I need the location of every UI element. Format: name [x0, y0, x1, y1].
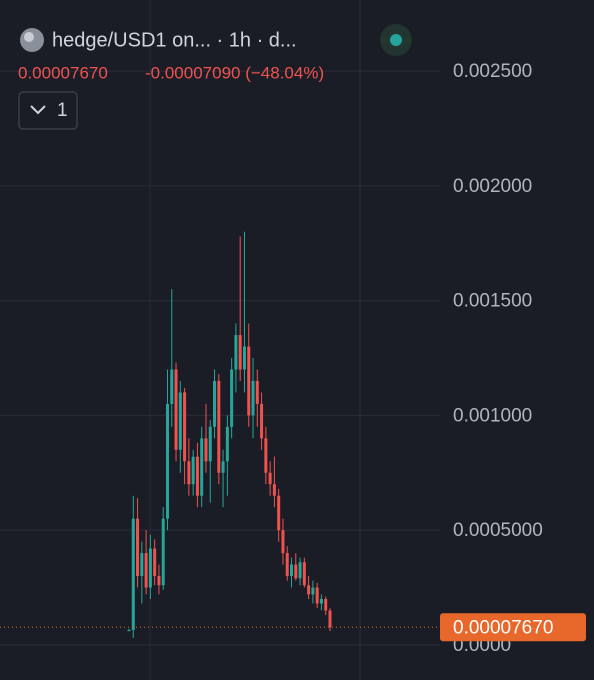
candle-body: [294, 564, 298, 579]
candle-body: [153, 548, 157, 577]
candle-body: [208, 426, 212, 462]
candle-body: [238, 335, 242, 370]
header: hedge/USD1 on... · 1h · d... 0.00007670 …: [18, 24, 412, 130]
candle-body: [319, 598, 323, 604]
last-price: 0.00007670: [18, 63, 108, 82]
candle-body: [178, 392, 182, 450]
chart-title: hedge/USD1 on... · 1h · d...: [52, 29, 297, 51]
y-tick-label: 0.002000: [453, 176, 532, 197]
indicator-count: 1: [57, 100, 68, 121]
candle-body: [307, 585, 311, 595]
candle-body: [285, 553, 289, 577]
candle-body: [183, 392, 187, 462]
candle-body: [302, 562, 306, 586]
candle-body: [230, 369, 234, 427]
status-dot: [390, 34, 402, 46]
candle-body: [213, 380, 217, 427]
last-price-tag: [440, 613, 586, 642]
candle-body: [127, 629, 131, 632]
candle-body: [290, 564, 294, 577]
candle-body: [195, 456, 199, 496]
grid: [0, 70, 440, 646]
candle-body: [247, 346, 251, 416]
candle-body: [187, 461, 191, 485]
candle-body: [260, 403, 264, 439]
candle-body: [131, 518, 135, 630]
price-axis: 0.00000.00050000.0010000.0015000.0020000…: [440, 61, 586, 656]
candle-body: [268, 472, 272, 485]
candle-body: [272, 484, 276, 496]
price-change: -0.00007090 (−48.04%): [145, 63, 324, 82]
token-avatar-detail: [24, 32, 34, 42]
candle-body: [315, 587, 319, 604]
candle-body: [204, 438, 208, 462]
candle-body: [328, 610, 332, 628]
indicator-toggle[interactable]: [18, 91, 78, 130]
last-price-tag-label: 0.00007670: [453, 617, 553, 638]
candle-body: [264, 438, 268, 473]
candle-body: [281, 530, 285, 554]
candle-body: [225, 426, 229, 462]
candle-body: [161, 518, 165, 586]
candle-body: [255, 380, 259, 404]
chevron-icon: [30, 105, 46, 115]
candle-body: [217, 380, 221, 473]
candle-body: [298, 562, 302, 579]
candle-body: [234, 335, 238, 370]
candle-body: [170, 369, 174, 404]
candle-body: [242, 346, 246, 370]
y-tick-label: 0.002500: [453, 61, 532, 82]
y-tick-label: 0.0005000: [453, 520, 543, 541]
candle-body: [144, 553, 148, 588]
candle-body: [191, 456, 195, 485]
candle-body: [200, 438, 204, 496]
candle-body: [157, 576, 161, 586]
candle-body: [221, 461, 225, 473]
candle-body: [174, 369, 178, 450]
y-tick-label: 0.001000: [453, 405, 532, 426]
candles: [0, 231, 440, 639]
candle-body: [140, 553, 144, 577]
candle-body: [324, 598, 328, 611]
candle-body: [277, 495, 281, 531]
candle-body: [311, 587, 315, 595]
candle-body: [136, 518, 140, 577]
y-tick-label: 0.001500: [453, 291, 532, 312]
candle-body: [165, 403, 169, 519]
candle-body: [148, 548, 152, 588]
candle-body: [251, 380, 255, 416]
